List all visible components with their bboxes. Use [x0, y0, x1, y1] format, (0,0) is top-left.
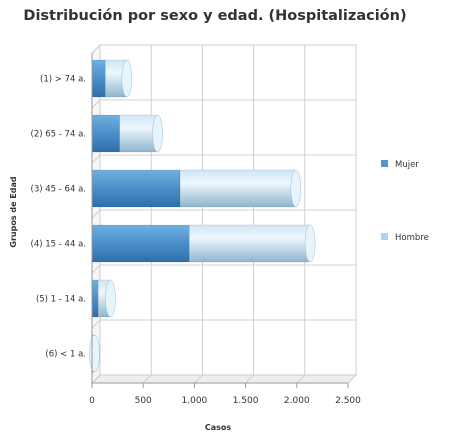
legend-swatch-mujer: [381, 160, 388, 167]
y-grid-wall-line: [91, 99, 101, 109]
chart-title: Distribución por sexo y edad. (Hospitali…: [23, 8, 406, 24]
bar-mujer: [91, 169, 181, 208]
y-tick-label: (4) 15 - 44 a.: [31, 240, 86, 250]
x-tick-label: 0: [89, 396, 95, 406]
bar-end-cap: [105, 279, 116, 318]
plot-area: [90, 43, 358, 385]
bar-end-cap: [290, 169, 302, 208]
x-axis-title: Casos: [205, 423, 232, 432]
y-grid-wall-line: [91, 154, 101, 164]
y-tick-label: (6) < 1 a.: [45, 350, 86, 360]
bar-end-cap: [89, 334, 100, 373]
x-tick-label: 500: [135, 396, 152, 406]
y-tick-label: (1) > 74 a.: [40, 75, 86, 85]
x-grid-floor-line: [347, 374, 357, 384]
legend: Mujer Hombre: [381, 160, 429, 243]
legend-label-hombre: Hombre: [395, 233, 429, 243]
x-grid-floor-line: [142, 374, 152, 384]
bar-end-cap: [304, 224, 316, 263]
bars: [89, 59, 316, 373]
x-grid-floor-line: [245, 374, 254, 384]
x-tick-labels: 0 500 1.000 1.500 2.000 2.500: [89, 383, 361, 406]
y-grid-wall-line: [91, 264, 101, 274]
bar-mujer: [91, 224, 190, 263]
bar-mujer: [91, 279, 99, 318]
y-tick-label: (3) 45 - 64 a.: [31, 185, 86, 195]
x-tick-label: 2.000: [284, 396, 310, 406]
plot-floor: [90, 374, 358, 384]
x-grid-floor-line: [194, 374, 203, 384]
y-grid-wall-line: [91, 319, 101, 329]
x-tick-label: 2.500: [335, 396, 361, 406]
x-tick-label: 1.500: [233, 396, 259, 406]
y-tick-labels: (1) > 74 a. (2) 65 - 74 a. (3) 45 - 64 a. (…: [31, 75, 86, 360]
bar-end-cap: [152, 114, 163, 153]
bar-mujer: [91, 114, 120, 153]
y-tick-label: (5) 1 - 14 a.: [36, 295, 86, 305]
y-grid-wall-line: [91, 209, 101, 219]
x-grid-floor-line: [296, 374, 306, 384]
bar-hombre: [179, 169, 297, 208]
legend-swatch-hombre: [381, 233, 388, 240]
bar-hombre: [119, 114, 158, 153]
x-tick-label: 1.000: [182, 396, 208, 406]
bar-end-cap: [121, 59, 133, 98]
bar-mujer: [91, 59, 106, 98]
grid-lines: [91, 45, 357, 384]
y-tick-label: (2) 65 - 74 a.: [31, 130, 86, 140]
y-axis-title: Grupos de Edad: [9, 176, 18, 248]
legend-label-mujer: Mujer: [395, 160, 419, 170]
bar-hombre: [189, 224, 311, 263]
